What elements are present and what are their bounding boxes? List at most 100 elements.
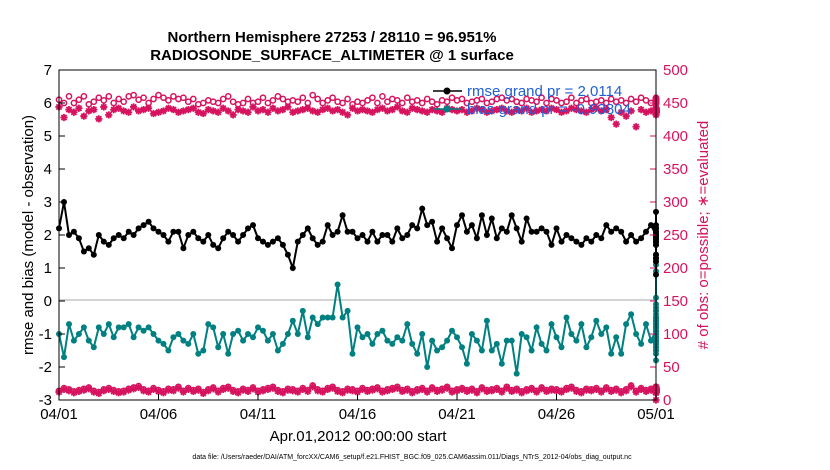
data-point [229,98,237,106]
data-point [444,337,451,344]
x-axis-label: Apr.01,2012 00:00:00 start [270,428,448,445]
data-point [179,388,187,396]
data-point [612,120,620,128]
data-point [592,385,600,394]
data-point [234,389,242,397]
data-point [135,107,143,115]
data-point [269,104,277,112]
data-point [154,108,163,116]
data-point [583,95,590,103]
data-point [408,104,416,112]
data-point [294,107,302,115]
data-point [458,385,466,394]
data-point [438,108,446,116]
data-point [473,235,480,242]
data-point [70,389,78,397]
data-point [339,99,346,107]
data-point [309,235,316,242]
data-point [349,228,356,235]
data-point [557,388,566,396]
data-point [130,232,137,238]
data-point [573,238,580,245]
data-point [353,388,362,396]
x-tick-label: 04/11 [240,406,276,423]
data-point [125,108,133,116]
data-point [473,337,480,344]
data-point [249,103,257,111]
data-point [264,385,272,394]
data-point [120,324,127,331]
data-point [558,344,565,351]
data-point [459,344,465,351]
data-point [110,387,118,396]
data-point [60,113,68,122]
data-point [413,97,421,104]
data-point [369,340,376,347]
data-point [304,387,312,396]
data-point [348,104,357,112]
data-point [210,324,217,331]
data-point [95,389,103,397]
plot-background [59,70,656,400]
data-point [105,385,113,394]
data-point [339,314,346,321]
data-point [453,387,461,395]
data-point [643,228,649,235]
data-point [368,108,377,116]
data-point [548,241,555,248]
data-point [75,387,83,396]
data-point [205,321,212,328]
data-file-note: data file: /Users/raeder/DAI/ATM_forcXX/… [192,454,632,461]
data-point [513,106,521,114]
data-point [294,238,301,245]
data-point [189,104,197,112]
data-point [518,107,526,115]
data-point [393,103,401,111]
data-point [235,327,242,334]
data-point [219,95,227,103]
data-point [538,94,545,102]
data-point [567,104,576,112]
data-point [139,106,148,114]
data-point [413,106,421,114]
data-point [598,331,605,337]
data-point [572,106,580,114]
data-point [70,228,77,235]
data-point [622,112,630,120]
data-point [423,388,431,396]
data-point [563,98,570,106]
data-point [403,386,411,394]
data-point [398,107,406,115]
x-tick-label: 05/01 [637,406,675,423]
data-point [449,327,455,334]
data-point [359,99,366,107]
data-point [587,387,595,395]
data-point [413,387,421,395]
data-point [100,331,107,337]
data-point [493,235,500,242]
data-point [159,107,168,115]
data-point [388,385,396,394]
data-point [543,228,550,235]
data-point [423,108,431,116]
data-point [483,232,490,238]
data-point [204,106,212,114]
data-point [214,388,222,396]
data-point [334,387,342,396]
data-point [294,98,302,106]
data-point [488,98,496,106]
data-point [523,104,531,112]
data-point [179,107,187,115]
data-point [120,107,128,115]
data-point [343,111,352,119]
data-point [209,385,217,393]
data-point [394,225,401,232]
data-point [85,385,93,393]
data-point [468,386,476,394]
data-point [488,387,496,395]
data-point [120,98,128,106]
data-point [623,321,630,328]
data-point [647,386,655,394]
data-point [403,94,411,102]
y-tick-label: 5 [44,128,52,145]
